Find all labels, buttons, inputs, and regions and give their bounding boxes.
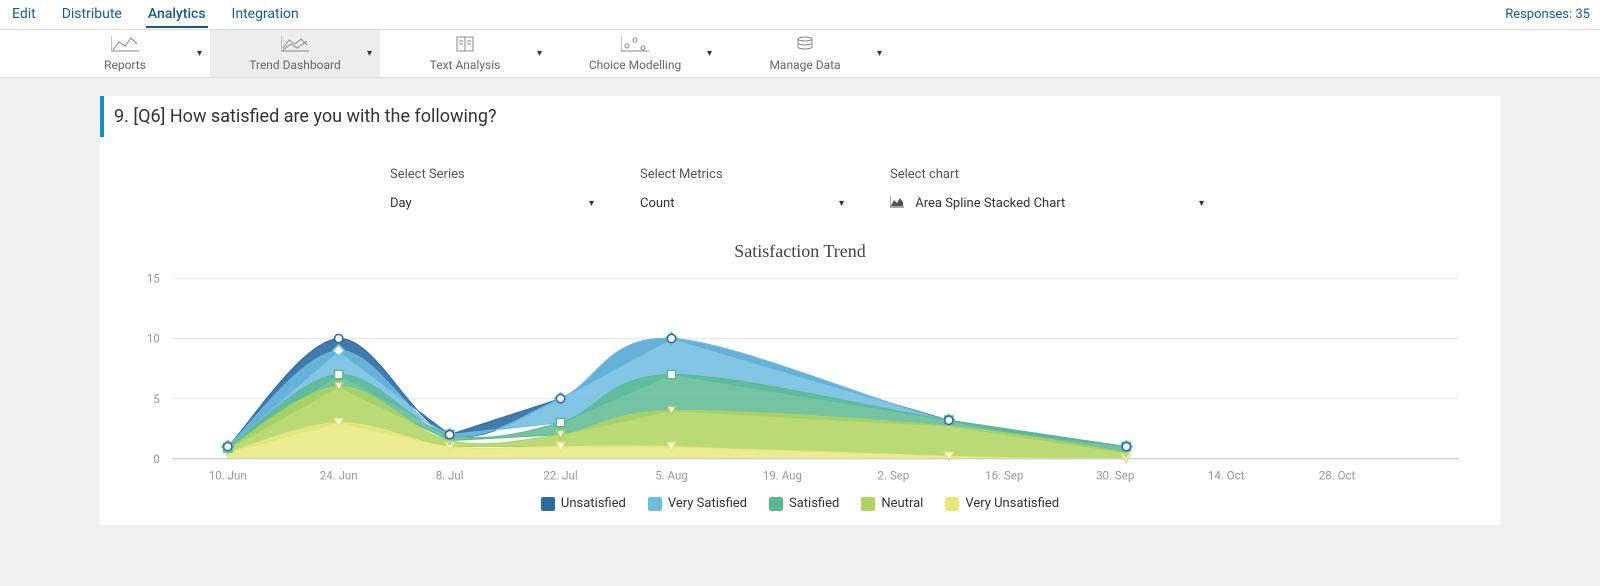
svg-text:30. Sep: 30. Sep xyxy=(1096,469,1134,483)
satisfaction-trend-chart: 0 5 10 15 10. Jun 24. Jun 8. Jul 22. Jul 5. Aug 1… xyxy=(120,268,1480,488)
chevron-down-icon: ▾ xyxy=(839,198,844,209)
control-label: Select Series xyxy=(390,167,600,182)
select-metrics[interactable]: Count ▾ xyxy=(640,196,850,211)
content-area: 9. [Q6] How satisfied are you with the f… xyxy=(0,78,1600,555)
control-label: Select Metrics xyxy=(640,167,850,182)
legend-label: Very Satisfied xyxy=(668,496,747,511)
toolbar: Reports ▾ Trend Dashboard ▾ Text Analysi… xyxy=(0,30,1600,78)
svg-text:8. Jul: 8. Jul xyxy=(436,469,464,483)
select-chart-control: Select chart Area Spline Stacked Chart ▾ xyxy=(890,167,1210,211)
trend-icon xyxy=(281,36,309,56)
select-series[interactable]: Day ▾ xyxy=(390,196,600,211)
toolbar-label: Manage Data xyxy=(769,58,840,72)
select-chart-value: Area Spline Stacked Chart xyxy=(915,196,1065,211)
nav-distribute[interactable]: Distribute xyxy=(60,2,124,28)
legend-swatch xyxy=(648,497,662,511)
legend-label: Unsatisfied xyxy=(561,496,626,511)
chevron-down-icon: ▾ xyxy=(197,48,202,59)
responses-count: Responses: 35 xyxy=(1505,7,1590,22)
toolbar-label: Trend Dashboard xyxy=(249,58,340,72)
chart-title: Satisfaction Trend xyxy=(120,241,1480,262)
toolbar-trend-dashboard[interactable]: Trend Dashboard ▾ xyxy=(210,30,380,77)
toolbar-text-analysis[interactable]: Text Analysis ▾ xyxy=(380,30,550,77)
legend-swatch xyxy=(541,497,555,511)
svg-text:16. Sep: 16. Sep xyxy=(985,469,1023,483)
chevron-down-icon: ▾ xyxy=(707,48,712,59)
legend-item[interactable]: Very Unsatisfied xyxy=(945,496,1059,511)
toolbar-label: Reports xyxy=(104,58,146,72)
legend-swatch xyxy=(861,497,875,511)
legend-label: Very Unsatisfied xyxy=(965,496,1059,511)
legend-swatch xyxy=(769,497,783,511)
svg-text:0: 0 xyxy=(153,452,159,466)
chart-container: Satisfaction Trend 0 5 10 15 10. Jun 24. Jun 8… xyxy=(100,221,1500,525)
nav-analytics[interactable]: Analytics xyxy=(146,2,208,28)
select-metrics-control: Select Metrics Count ▾ xyxy=(640,167,850,211)
svg-text:10: 10 xyxy=(147,332,160,346)
legend-item[interactable]: Satisfied xyxy=(769,496,839,511)
svg-text:28. Oct: 28. Oct xyxy=(1319,469,1356,483)
top-nav-left: Edit Distribute Analytics Integration xyxy=(10,2,301,28)
nav-integration[interactable]: Integration xyxy=(230,2,301,28)
svg-text:19. Aug: 19. Aug xyxy=(763,469,802,483)
svg-text:15: 15 xyxy=(147,272,160,286)
select-chart[interactable]: Area Spline Stacked Chart ▾ xyxy=(890,196,1210,211)
svg-text:24. Jun: 24. Jun xyxy=(320,469,358,483)
svg-text:10. Jun: 10. Jun xyxy=(209,469,247,483)
svg-text:2. Sep: 2. Sep xyxy=(877,469,909,483)
chevron-down-icon: ▾ xyxy=(537,48,542,59)
toolbar-manage-data[interactable]: Manage Data ▾ xyxy=(720,30,890,77)
select-metrics-value: Count xyxy=(640,196,674,211)
toolbar-choice-modelling[interactable]: Choice Modelling ▾ xyxy=(550,30,720,77)
chevron-down-icon: ▾ xyxy=(589,198,594,209)
database-icon xyxy=(791,36,819,56)
chevron-down-icon: ▾ xyxy=(1199,198,1204,209)
toolbar-reports[interactable]: Reports ▾ xyxy=(40,30,210,77)
toolbar-label: Text Analysis xyxy=(430,58,501,72)
chart-legend: Unsatisfied Very Satisfied Satisfied Neutra… xyxy=(120,488,1480,515)
question-text: 9. [Q6] How satisfied are you with the f… xyxy=(104,106,496,127)
chevron-down-icon: ▾ xyxy=(877,48,882,59)
chevron-down-icon: ▾ xyxy=(367,48,372,59)
svg-text:5: 5 xyxy=(153,392,160,406)
choice-icon xyxy=(621,36,649,56)
legend-item[interactable]: Unsatisfied xyxy=(541,496,626,511)
legend-label: Satisfied xyxy=(789,496,839,511)
nav-edit[interactable]: Edit xyxy=(10,2,38,28)
svg-text:14. Oct: 14. Oct xyxy=(1208,469,1245,483)
top-nav: Edit Distribute Analytics Integration Re… xyxy=(0,0,1600,30)
svg-text:22. Jul: 22. Jul xyxy=(543,469,577,483)
reports-icon xyxy=(111,36,139,56)
text-analysis-icon xyxy=(451,36,479,56)
legend-label: Neutral xyxy=(881,496,923,511)
question-header: 9. [Q6] How satisfied are you with the f… xyxy=(100,96,1500,137)
legend-item[interactable]: Very Satisfied xyxy=(648,496,747,511)
toolbar-label: Choice Modelling xyxy=(589,58,681,72)
panel: 9. [Q6] How satisfied are you with the f… xyxy=(100,96,1500,525)
control-label: Select chart xyxy=(890,167,1210,182)
chart-controls: Select Series Day ▾ Select Metrics Count… xyxy=(100,137,1500,221)
legend-item[interactable]: Neutral xyxy=(861,496,923,511)
select-series-control: Select Series Day ▾ xyxy=(390,167,600,211)
svg-text:5. Aug: 5. Aug xyxy=(655,469,688,483)
legend-swatch xyxy=(945,497,959,511)
select-series-value: Day xyxy=(390,196,412,211)
area-chart-icon xyxy=(890,196,907,211)
